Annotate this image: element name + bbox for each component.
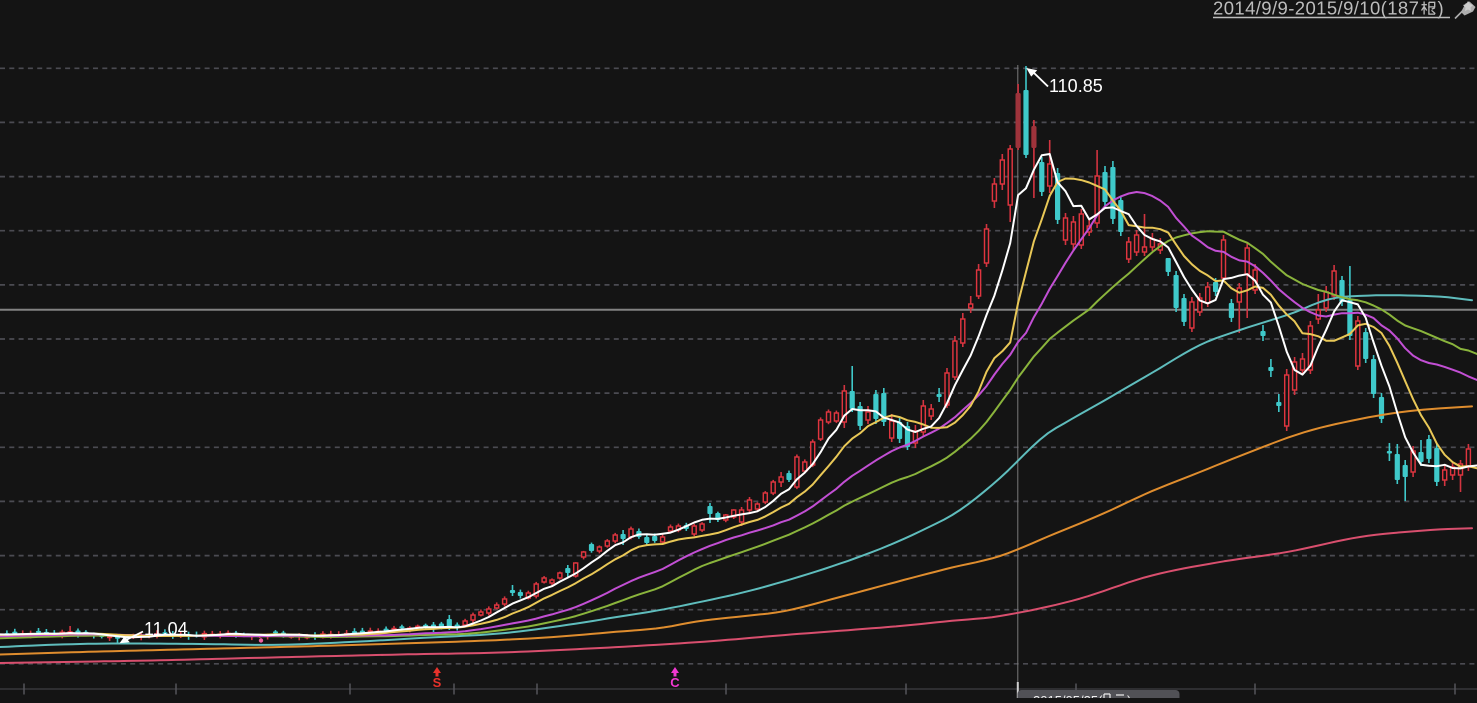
svg-text:): ) [1127, 693, 1131, 698]
svg-text:2014/9/9-2015/9/10(187: 2014/9/9-2015/9/10(187 [1213, 0, 1419, 19]
svg-text:11.04: 11.04 [144, 619, 188, 639]
svg-text:C: C [670, 675, 680, 690]
svg-text:110.85: 110.85 [1049, 76, 1103, 96]
svg-text:): ) [1438, 0, 1444, 19]
svg-text:2015/05/25(: 2015/05/25( [1033, 693, 1103, 698]
svg-text:S: S [433, 675, 442, 690]
